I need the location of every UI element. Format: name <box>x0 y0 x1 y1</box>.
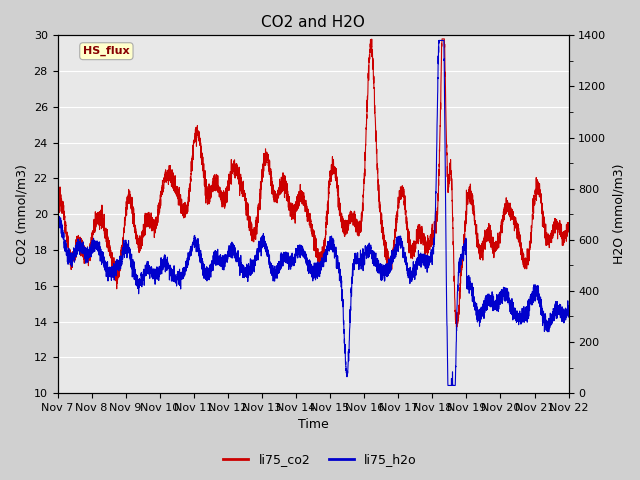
X-axis label: Time: Time <box>298 419 328 432</box>
Title: CO2 and H2O: CO2 and H2O <box>261 15 365 30</box>
Y-axis label: H2O (mmol/m3): H2O (mmol/m3) <box>612 164 625 264</box>
Text: HS_flux: HS_flux <box>83 46 130 56</box>
Y-axis label: CO2 (mmol/m3): CO2 (mmol/m3) <box>15 164 28 264</box>
Legend: li75_co2, li75_h2o: li75_co2, li75_h2o <box>218 448 422 471</box>
